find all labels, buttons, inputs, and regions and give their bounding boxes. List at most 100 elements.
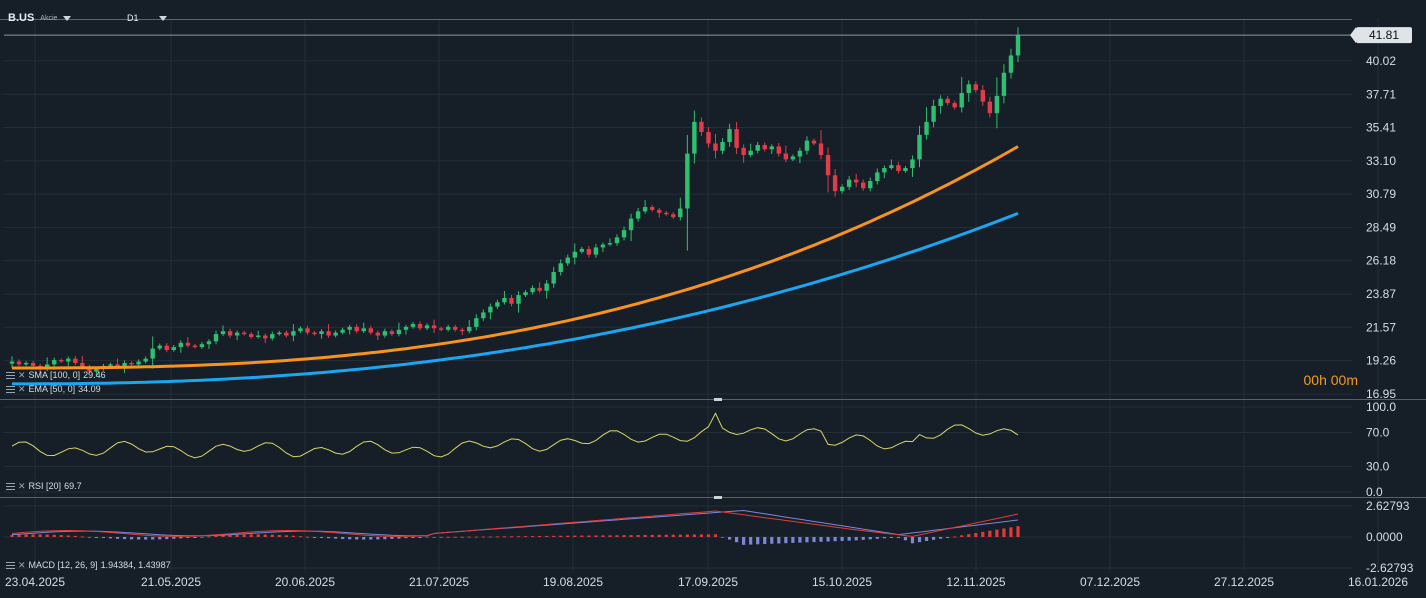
macd-histogram-bar bbox=[115, 537, 120, 539]
candle-down bbox=[586, 245, 592, 258]
candle-up bbox=[481, 309, 486, 321]
candle-up bbox=[593, 243, 599, 258]
candle-down bbox=[375, 330, 381, 341]
candle-body bbox=[312, 332, 317, 335]
candle-body bbox=[853, 179, 859, 183]
menu-icon[interactable] bbox=[6, 561, 15, 569]
candle-up bbox=[938, 95, 943, 114]
candle-body bbox=[354, 326, 359, 332]
macd-histogram-bar bbox=[94, 537, 99, 538]
candle-body bbox=[994, 95, 1000, 114]
candle-body bbox=[755, 144, 760, 151]
candle-body bbox=[396, 329, 402, 335]
symbol-dropdown-icon[interactable] bbox=[63, 15, 72, 21]
close-icon[interactable]: ✕ bbox=[18, 369, 26, 380]
time-axis-label: 20.06.2025 bbox=[275, 575, 335, 589]
macd-histogram-bar bbox=[896, 537, 901, 538]
time-axis-label: 21.07.2025 bbox=[409, 575, 469, 589]
candle-body bbox=[699, 121, 704, 132]
rsi-legend: ✕ RSI [20] 69.7 bbox=[6, 480, 82, 492]
macd-histogram-bar bbox=[151, 537, 155, 540]
candle-body bbox=[861, 182, 866, 189]
candle-up bbox=[206, 339, 212, 349]
candle-body bbox=[382, 331, 388, 336]
sma-value: 29.46 bbox=[83, 370, 106, 380]
candle-down bbox=[699, 117, 704, 136]
candle-down bbox=[417, 321, 423, 331]
macd-histogram-bar bbox=[960, 535, 964, 537]
candle-body bbox=[572, 251, 577, 258]
menu-icon[interactable] bbox=[6, 482, 15, 490]
macd-legend: ✕ MACD [12, 26, 9] 1.94384, 1.43987 bbox=[6, 559, 171, 571]
macd-histogram-bar bbox=[931, 537, 936, 540]
close-icon[interactable]: ✕ bbox=[18, 559, 26, 570]
candle-body bbox=[628, 218, 634, 231]
candle-down bbox=[945, 96, 950, 106]
last-price-badge-arrow bbox=[1350, 27, 1356, 44]
macd-histogram-bar bbox=[1002, 528, 1006, 537]
macd-histogram-bar bbox=[369, 537, 373, 540]
candle-up bbox=[382, 328, 388, 338]
candle-down bbox=[832, 169, 838, 197]
candle-down bbox=[431, 319, 437, 333]
macd-histogram-bar bbox=[924, 537, 929, 542]
macd-histogram-bar bbox=[460, 536, 464, 538]
candle-body bbox=[727, 129, 732, 143]
candle-down bbox=[741, 144, 746, 163]
candle-body bbox=[825, 155, 831, 176]
macd-histogram-bar bbox=[277, 534, 281, 537]
candle-up bbox=[551, 267, 556, 288]
candle-body bbox=[657, 209, 662, 213]
candle-body bbox=[797, 150, 803, 157]
candle-body bbox=[607, 243, 613, 245]
close-icon[interactable]: ✕ bbox=[18, 480, 26, 491]
menu-icon[interactable] bbox=[6, 385, 15, 393]
timeframe-dropdown-icon[interactable] bbox=[158, 15, 167, 21]
macd-histogram-bar bbox=[530, 536, 535, 538]
candle-body bbox=[305, 328, 310, 333]
candle-body bbox=[642, 207, 648, 212]
macd-histogram-bar bbox=[129, 537, 134, 540]
macd-histogram-bar bbox=[193, 537, 197, 538]
time-axis-label: 17.09.2025 bbox=[678, 575, 738, 589]
candle-up bbox=[642, 200, 648, 214]
pane-resize-handle[interactable] bbox=[714, 398, 722, 401]
macd-histogram-bar bbox=[341, 537, 345, 539]
timeframe-selector[interactable]: D1 bbox=[127, 10, 167, 26]
macd-histogram-bar bbox=[122, 537, 127, 540]
candle-body bbox=[678, 208, 683, 218]
candle-body bbox=[839, 186, 845, 192]
candle-down bbox=[460, 328, 465, 336]
macd-histogram-bar bbox=[657, 534, 661, 537]
menu-icon[interactable] bbox=[6, 371, 15, 379]
candle-up bbox=[66, 356, 71, 367]
macd-histogram-bar bbox=[298, 536, 303, 538]
candle-up bbox=[256, 330, 261, 339]
rsi-tick-label: 0.0 bbox=[1366, 485, 1383, 499]
candle-up bbox=[755, 141, 760, 154]
candle-up bbox=[628, 213, 634, 242]
candle-body bbox=[185, 342, 191, 346]
pane-resize-handle[interactable] bbox=[714, 496, 722, 499]
candle-up bbox=[797, 147, 803, 164]
candle-body bbox=[291, 331, 296, 336]
candle-down bbox=[368, 325, 373, 335]
macd-histogram-bar bbox=[467, 536, 471, 538]
symbol-selector[interactable]: B.US Akcie bbox=[8, 10, 72, 26]
macd-histogram-bar bbox=[24, 534, 28, 537]
close-icon[interactable]: ✕ bbox=[18, 383, 26, 394]
macd-histogram-bar bbox=[80, 536, 84, 538]
candle-down bbox=[671, 212, 676, 219]
candle-up bbox=[220, 325, 226, 336]
macd-histogram-bar bbox=[882, 537, 886, 539]
candle-body bbox=[910, 159, 915, 169]
candle-up bbox=[136, 359, 141, 367]
candle-up bbox=[199, 342, 205, 349]
macd-histogram-bar bbox=[439, 536, 443, 538]
ema-value: 34.09 bbox=[78, 384, 101, 394]
candle-down bbox=[326, 324, 331, 338]
candle-body bbox=[263, 335, 268, 339]
candle-down bbox=[973, 81, 978, 93]
candle-body bbox=[227, 331, 233, 336]
